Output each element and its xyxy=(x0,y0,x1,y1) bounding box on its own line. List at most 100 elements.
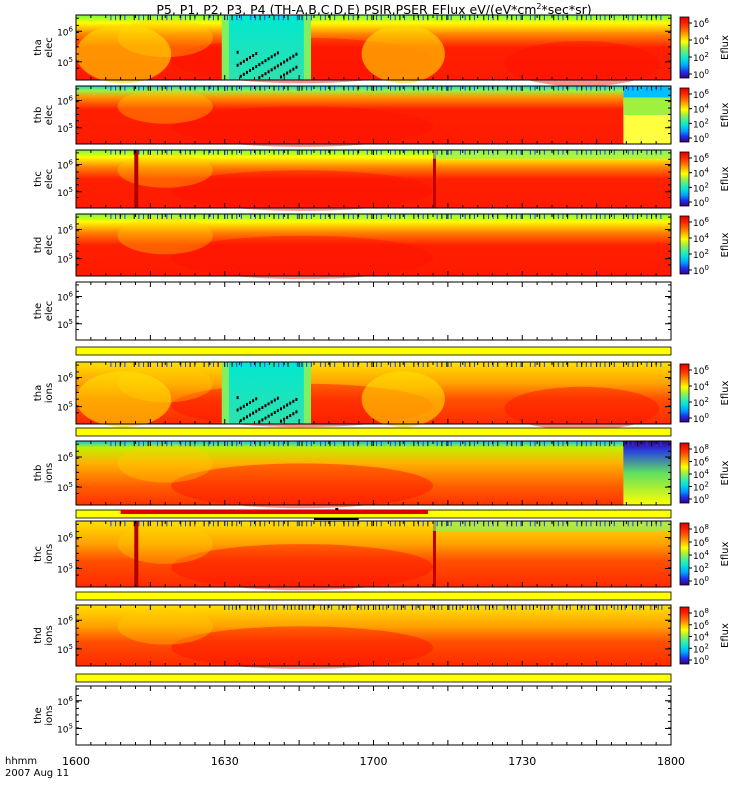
dropout-mark xyxy=(261,74,264,78)
colorbar-tick-label: 102 xyxy=(693,181,709,194)
dropout-mark xyxy=(245,415,248,419)
flux-plume xyxy=(117,444,213,483)
dropout-mark xyxy=(249,401,252,405)
panel-label-species: ions xyxy=(44,383,55,403)
panel-label-species: elec xyxy=(44,169,55,190)
colorbar-tick-label: 106 xyxy=(693,88,709,101)
colorbar-label: Eflux xyxy=(720,166,731,191)
colorbar-tick-label: 106 xyxy=(693,536,709,549)
x-axis-format-label: hhmm xyxy=(5,756,37,767)
y-tick-label: 105 xyxy=(57,56,73,69)
dropout-mark xyxy=(239,74,242,78)
dropout-mark xyxy=(252,67,255,70)
y-tick-label: 106 xyxy=(57,224,73,237)
y-tick-label: 105 xyxy=(57,722,73,735)
colorbar-tick-label: 104 xyxy=(693,232,709,245)
panel-label-probe: the xyxy=(33,303,44,319)
panel-label-species: ions xyxy=(44,705,55,725)
dropout-mark xyxy=(267,70,270,74)
dropout-mark xyxy=(264,404,267,408)
dropout-mark xyxy=(273,66,276,70)
dropout-mark xyxy=(242,404,245,408)
panel-thd-elec xyxy=(75,213,692,280)
colorbar xyxy=(679,151,690,207)
dropout-mark xyxy=(270,412,273,416)
dropout-mark xyxy=(258,63,261,67)
panel-frame xyxy=(75,685,672,746)
dropout-mark xyxy=(258,420,261,424)
spectrogram-background xyxy=(76,214,671,276)
colorbar-tick-label: 100 xyxy=(693,132,709,145)
colorbar-label: Eflux xyxy=(720,380,731,405)
dropout-mark xyxy=(267,57,270,61)
colorbar-tick-label: 104 xyxy=(693,167,709,180)
panel-label-species: elec xyxy=(44,301,55,322)
y-tick-label: 106 xyxy=(57,291,73,304)
panel-label-species: elec xyxy=(44,235,55,256)
y-tick-label: 105 xyxy=(57,481,73,494)
panel-label-species: elec xyxy=(44,37,55,58)
panel-label-probe: thc xyxy=(33,171,44,187)
panel-frame xyxy=(75,281,672,341)
colorbar xyxy=(679,87,690,143)
spike-2 xyxy=(433,521,436,587)
dropout-mark xyxy=(242,59,245,63)
colorbar-tick-label: 100 xyxy=(693,654,709,667)
dropout-mark xyxy=(236,50,239,54)
panel-label-probe: thd xyxy=(33,237,44,254)
colorbar xyxy=(679,16,690,79)
low-flux-interval xyxy=(227,15,306,80)
dropout-mark xyxy=(279,407,282,411)
dropout-mark xyxy=(236,63,239,67)
dropout-mark xyxy=(236,396,239,400)
panel-label-species: elec xyxy=(44,105,55,126)
top-band xyxy=(433,521,671,531)
colorbar-label: Eflux xyxy=(720,623,731,648)
colorbar-tick-label: 104 xyxy=(693,468,709,481)
dropout-mark xyxy=(289,401,292,405)
x-axis-date-label: 2007 Aug 11 xyxy=(5,768,69,779)
dropout-mark xyxy=(236,408,239,412)
dropout-mark xyxy=(289,69,292,73)
spike-1 xyxy=(134,521,139,587)
colorbar-label: Eflux xyxy=(720,232,731,257)
spectrogram-background xyxy=(76,150,671,208)
flux-enhancement xyxy=(171,235,433,280)
dropout-mark xyxy=(273,53,276,57)
panel-thc-elec xyxy=(75,149,692,211)
panel-label-species: ions xyxy=(44,625,55,645)
dropout-mark xyxy=(279,62,282,66)
y-tick-label: 105 xyxy=(57,122,73,135)
panel-tha-ions xyxy=(75,361,692,431)
flux-plume xyxy=(361,371,445,428)
y-tick-label: 106 xyxy=(57,695,73,708)
spike-2 xyxy=(433,150,436,208)
dropout-mark xyxy=(279,75,282,79)
dropout-mark xyxy=(245,402,248,406)
dropout-mark xyxy=(242,417,245,421)
spectrogram-background xyxy=(76,86,671,144)
dropout-mark xyxy=(239,61,242,65)
colorbar xyxy=(679,363,690,423)
panel-label-probe: thb xyxy=(33,465,44,482)
colorbar-tick-label: 100 xyxy=(693,196,709,209)
flux-enhancement xyxy=(171,170,433,211)
y-tick-label: 105 xyxy=(57,186,73,199)
low-flux-interval xyxy=(227,362,306,424)
panel-label-species: ions xyxy=(44,463,55,483)
dropout-mark xyxy=(283,60,286,64)
dropout-mark xyxy=(286,415,289,419)
dropout-mark xyxy=(292,67,295,71)
y-tick-label: 105 xyxy=(57,318,73,331)
colorbar-tick-label: 102 xyxy=(693,396,709,409)
flux-enhancement xyxy=(171,106,433,147)
flux-enhancement xyxy=(171,463,433,509)
dropout-mark xyxy=(279,419,282,423)
colorbar xyxy=(679,215,690,275)
dropout-mark xyxy=(258,407,261,411)
dropout-mark xyxy=(270,400,273,404)
panel-tha-elec xyxy=(75,14,692,87)
mode-bar xyxy=(75,591,672,601)
colorbar-tick-label: 106 xyxy=(693,152,709,165)
